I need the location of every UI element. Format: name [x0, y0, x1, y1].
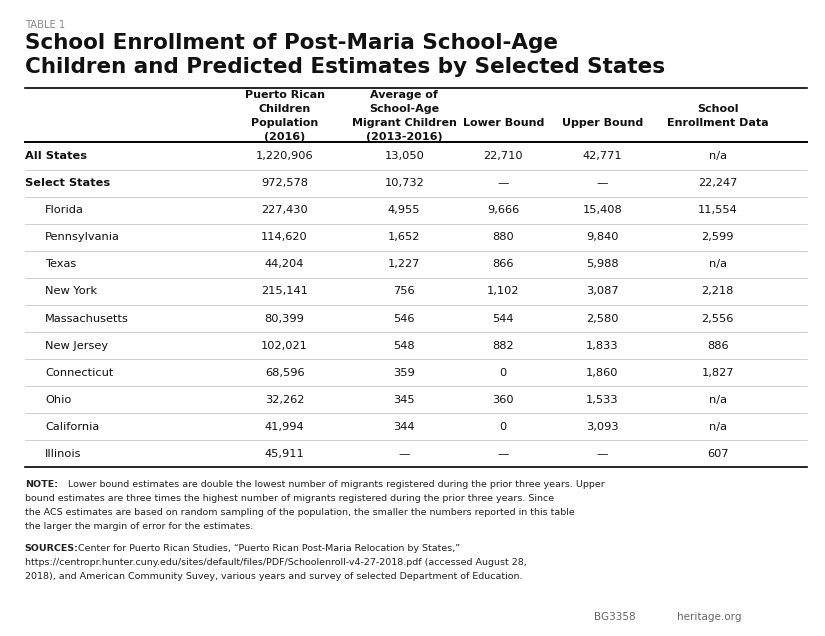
Text: 360: 360 — [493, 395, 514, 404]
Text: the larger the margin of error for the estimates.: the larger the margin of error for the e… — [25, 522, 253, 531]
Text: 22,710: 22,710 — [483, 151, 523, 161]
Text: BG3358: BG3358 — [594, 612, 635, 622]
Text: 0: 0 — [500, 422, 507, 432]
Text: 10,732: 10,732 — [384, 178, 424, 188]
Text: (2013-2016): (2013-2016) — [366, 132, 442, 142]
Text: bound estimates are three times the highest number of migrants registered during: bound estimates are three times the high… — [25, 494, 554, 503]
Text: School Enrollment of Post-Maria School-Age: School Enrollment of Post-Maria School-A… — [25, 33, 558, 53]
Text: California: California — [45, 422, 100, 432]
Text: the ACS estimates are based on random sampling of the population, the smaller th: the ACS estimates are based on random sa… — [25, 508, 574, 517]
Text: TABLE 1: TABLE 1 — [25, 20, 65, 31]
Text: 1,102: 1,102 — [487, 286, 520, 296]
Text: Texas: Texas — [45, 259, 77, 269]
Text: 344: 344 — [394, 422, 415, 432]
Text: 68,596: 68,596 — [265, 368, 304, 378]
Text: 9,666: 9,666 — [487, 205, 520, 215]
Text: n/a: n/a — [709, 422, 727, 432]
Text: 15,408: 15,408 — [582, 205, 622, 215]
Text: Massachusetts: Massachusetts — [45, 314, 130, 324]
Text: 2,218: 2,218 — [701, 286, 734, 296]
Text: 11,554: 11,554 — [698, 205, 738, 215]
Text: 42,771: 42,771 — [582, 151, 622, 161]
Text: 22,247: 22,247 — [698, 178, 738, 188]
Text: n/a: n/a — [709, 151, 727, 161]
Text: 756: 756 — [394, 286, 415, 296]
Text: School: School — [697, 104, 738, 114]
Text: Ohio: Ohio — [45, 395, 72, 404]
Text: 9,840: 9,840 — [586, 232, 619, 242]
Text: 1,227: 1,227 — [388, 259, 421, 269]
Text: 2,599: 2,599 — [701, 232, 734, 242]
Text: 227,430: 227,430 — [262, 205, 308, 215]
Text: 5,988: 5,988 — [586, 259, 619, 269]
Text: 4,955: 4,955 — [388, 205, 421, 215]
Text: Florida: Florida — [45, 205, 84, 215]
Text: 1,220,906: 1,220,906 — [256, 151, 314, 161]
Text: 3,093: 3,093 — [586, 422, 619, 432]
Text: 345: 345 — [394, 395, 415, 404]
Text: 880: 880 — [493, 232, 514, 242]
Text: Upper Bound: Upper Bound — [562, 118, 643, 128]
Text: n/a: n/a — [709, 259, 727, 269]
Text: Lower bound estimates are double the lowest number of migrants registered during: Lower bound estimates are double the low… — [68, 480, 605, 489]
Text: 544: 544 — [493, 314, 514, 324]
Text: 2,580: 2,580 — [586, 314, 619, 324]
Text: https://centropr.hunter.cuny.edu/sites/default/files/PDF/Schoolenroll-v4-27-2018: https://centropr.hunter.cuny.edu/sites/d… — [25, 558, 526, 567]
Text: 972,578: 972,578 — [262, 178, 308, 188]
Text: (2016): (2016) — [264, 132, 305, 142]
Text: 0: 0 — [500, 368, 507, 378]
Text: SOURCES:: SOURCES: — [25, 544, 78, 553]
Text: 45,911: 45,911 — [265, 449, 304, 459]
Text: heritage.org: heritage.org — [676, 612, 741, 622]
Text: 41,994: 41,994 — [265, 422, 304, 432]
Text: 3,087: 3,087 — [586, 286, 619, 296]
Text: Connecticut: Connecticut — [45, 368, 114, 378]
Text: Enrollment Data: Enrollment Data — [667, 118, 769, 128]
Text: —: — — [497, 449, 509, 459]
Text: 1,833: 1,833 — [586, 341, 619, 350]
Text: 886: 886 — [707, 341, 728, 350]
Text: Puerto Rican: Puerto Rican — [245, 90, 324, 100]
Text: 359: 359 — [394, 368, 415, 378]
Text: 882: 882 — [493, 341, 514, 350]
Text: Children: Children — [258, 104, 311, 114]
Text: Pennsylvania: Pennsylvania — [45, 232, 120, 242]
Text: 866: 866 — [493, 259, 514, 269]
Text: Center for Puerto Rican Studies, “Puerto Rican Post-Maria Relocation by States,”: Center for Puerto Rican Studies, “Puerto… — [78, 544, 460, 553]
Text: Select States: Select States — [25, 178, 110, 188]
Text: 607: 607 — [707, 449, 728, 459]
Text: 1,652: 1,652 — [388, 232, 421, 242]
Text: —: — — [596, 449, 608, 459]
Text: Average of: Average of — [370, 90, 438, 100]
Text: New York: New York — [45, 286, 97, 296]
Text: Lower Bound: Lower Bound — [463, 118, 544, 128]
Text: Illinois: Illinois — [45, 449, 82, 459]
Text: —: — — [497, 178, 509, 188]
Text: 2018), and American Community Suvey, various years and survey of selected Depart: 2018), and American Community Suvey, var… — [25, 572, 522, 581]
Text: 1,860: 1,860 — [586, 368, 619, 378]
Text: —: — — [596, 178, 608, 188]
Text: Migrant Children: Migrant Children — [351, 118, 457, 128]
Text: School-Age: School-Age — [370, 104, 439, 114]
Text: 114,620: 114,620 — [262, 232, 308, 242]
Text: 1,827: 1,827 — [701, 368, 734, 378]
Text: 2,556: 2,556 — [701, 314, 734, 324]
Text: 215,141: 215,141 — [262, 286, 308, 296]
Text: 44,204: 44,204 — [265, 259, 304, 269]
Text: —: — — [398, 449, 410, 459]
Text: All States: All States — [25, 151, 87, 161]
Text: 13,050: 13,050 — [384, 151, 424, 161]
Text: NOTE:: NOTE: — [25, 480, 58, 489]
Text: 80,399: 80,399 — [265, 314, 304, 324]
Text: Population: Population — [251, 118, 318, 128]
Text: Children and Predicted Estimates by Selected States: Children and Predicted Estimates by Sele… — [25, 57, 665, 77]
Text: 102,021: 102,021 — [262, 341, 308, 350]
Text: 1,533: 1,533 — [586, 395, 619, 404]
Text: New Jersey: New Jersey — [45, 341, 109, 350]
Text: n/a: n/a — [709, 395, 727, 404]
Text: 32,262: 32,262 — [265, 395, 304, 404]
Text: 546: 546 — [394, 314, 415, 324]
Text: 548: 548 — [394, 341, 415, 350]
